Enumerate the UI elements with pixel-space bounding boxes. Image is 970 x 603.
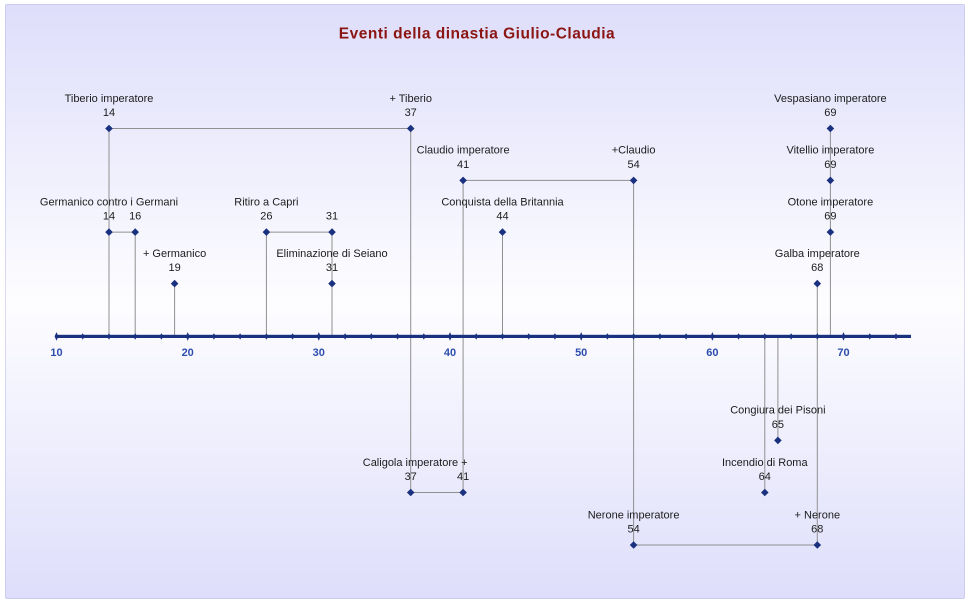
svg-text:Eventi della dinastia Giulio-C: Eventi della dinastia Giulio-Claudia (339, 26, 615, 43)
svg-text:44: 44 (496, 211, 508, 223)
svg-text:Nerone imperatore: Nerone imperatore (588, 509, 680, 521)
svg-text:Caligola imperatore +: Caligola imperatore + (363, 457, 468, 469)
svg-text:30: 30 (313, 347, 325, 359)
svg-text:+Claudio: +Claudio (612, 145, 656, 157)
svg-text:20: 20 (182, 347, 194, 359)
svg-text:68: 68 (811, 262, 823, 274)
svg-text:69: 69 (824, 107, 836, 119)
svg-text:65: 65 (772, 419, 784, 431)
svg-text:16: 16 (129, 211, 141, 223)
svg-text:14: 14 (103, 211, 115, 223)
svg-text:64: 64 (759, 471, 771, 483)
svg-text:31: 31 (326, 262, 338, 274)
svg-text:+ Tiberio: + Tiberio (389, 93, 432, 105)
svg-text:Vitellio imperatore: Vitellio imperatore (786, 145, 874, 157)
svg-text:Germanico contro i Germani: Germanico contro i Germani (40, 196, 178, 208)
svg-text:Tiberio imperatore: Tiberio imperatore (65, 93, 154, 105)
svg-text:Eliminazione di Seiano: Eliminazione di Seiano (276, 248, 387, 260)
svg-text:Ritiro a Capri: Ritiro a Capri (234, 196, 298, 208)
svg-text:26: 26 (260, 211, 272, 223)
svg-text:31: 31 (326, 211, 338, 223)
svg-text:10: 10 (50, 347, 62, 359)
svg-text:41: 41 (457, 159, 469, 171)
svg-text:69: 69 (824, 159, 836, 171)
svg-text:Otone imperatore: Otone imperatore (788, 196, 874, 208)
svg-text:Congiura dei Pisoni: Congiura dei Pisoni (730, 405, 825, 417)
svg-text:+ Germanico: + Germanico (143, 248, 206, 260)
svg-text:69: 69 (824, 211, 836, 223)
svg-text:50: 50 (575, 347, 587, 359)
svg-text:Conquista della Britannia: Conquista della Britannia (441, 196, 564, 208)
svg-text:+ Nerone: + Nerone (795, 509, 841, 521)
svg-text:Incendio di Roma: Incendio di Roma (722, 457, 808, 469)
svg-text:14: 14 (103, 107, 115, 119)
svg-text:68: 68 (811, 523, 823, 535)
svg-text:40: 40 (444, 347, 456, 359)
svg-text:37: 37 (405, 471, 417, 483)
svg-text:60: 60 (706, 347, 718, 359)
svg-text:Galba imperatore: Galba imperatore (775, 248, 860, 260)
svg-text:54: 54 (627, 523, 639, 535)
svg-text:70: 70 (837, 347, 849, 359)
svg-text:37: 37 (405, 107, 417, 119)
svg-text:Claudio imperatore: Claudio imperatore (417, 145, 510, 157)
svg-text:Vespasiano imperatore: Vespasiano imperatore (774, 93, 887, 105)
svg-text:19: 19 (168, 262, 180, 274)
svg-text:41: 41 (457, 471, 469, 483)
svg-text:54: 54 (627, 159, 639, 171)
